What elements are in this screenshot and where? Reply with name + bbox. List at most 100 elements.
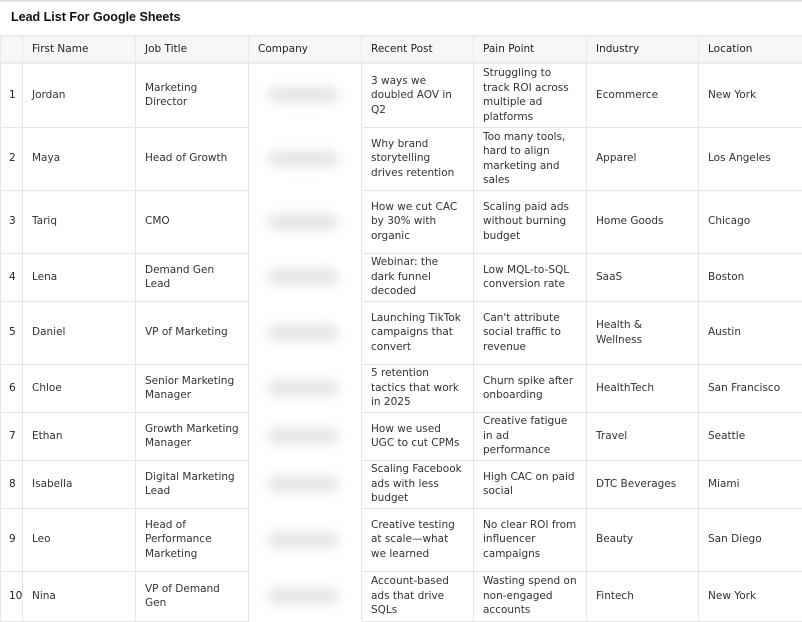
recent-post-cell[interactable]: Scaling Facebook ads with less budget [362, 460, 474, 508]
recent-post-cell[interactable]: Account-based ads that drive SQLs [362, 571, 474, 621]
industry-cell[interactable]: Home Goods [587, 190, 699, 253]
job-title-cell[interactable]: Growth Marketing Manager [136, 412, 249, 460]
industry-cell[interactable]: SaaS [587, 253, 699, 301]
first-name-cell[interactable]: Daniel [23, 301, 136, 364]
industry-cell[interactable]: Fintech [587, 571, 699, 621]
pain-point-cell[interactable]: No clear ROI from influencer campaigns [474, 508, 587, 571]
job-title-cell[interactable]: Demand Gen Lead [136, 253, 249, 301]
job-title-cell[interactable]: Marketing Director [136, 63, 249, 127]
header-first-name[interactable]: First Name [23, 36, 136, 63]
redacted-company-blur [268, 381, 338, 395]
location-cell[interactable]: New York [699, 571, 802, 621]
first-name-cell[interactable]: Maya [23, 127, 136, 190]
first-name-cell[interactable]: Tariq [23, 190, 136, 253]
pain-point-cell[interactable]: High CAC on paid social [474, 460, 587, 508]
industry-cell[interactable]: Apparel [587, 127, 699, 190]
recent-post-cell[interactable]: Webinar: the dark funnel decoded [362, 253, 474, 301]
header-company[interactable]: Company [249, 36, 362, 63]
first-name-cell[interactable]: Ethan [23, 412, 136, 460]
pain-point-cell[interactable]: Too many tools, hard to align marketing … [474, 127, 587, 190]
company-cell[interactable] [249, 190, 362, 253]
first-name-cell[interactable]: Lena [23, 253, 136, 301]
recent-post-cell[interactable]: Creative testing at scale—what we learne… [362, 508, 474, 571]
header-job-title[interactable]: Job Title [136, 36, 249, 63]
first-name-cell[interactable]: Leo [23, 508, 136, 571]
redacted-company-blur [268, 429, 338, 443]
row-number-cell[interactable]: 8 [1, 460, 23, 508]
row-number-cell[interactable]: 9 [1, 508, 23, 571]
header-pain-point[interactable]: Pain Point [474, 36, 587, 63]
recent-post-cell[interactable]: How we cut CAC by 30% with organic [362, 190, 474, 253]
pain-point-cell[interactable]: Wasting spend on non-engaged accounts [474, 571, 587, 621]
header-industry[interactable]: Industry [587, 36, 699, 63]
location-cell[interactable]: New York [699, 63, 802, 127]
company-cell[interactable] [249, 460, 362, 508]
recent-post-cell[interactable]: 3 ways we doubled AOV in Q2 [362, 63, 474, 127]
first-name-cell[interactable]: Nina [23, 571, 136, 621]
company-cell[interactable] [249, 364, 362, 412]
pain-point-cell[interactable]: Low MQL-to-SQL conversion rate [474, 253, 587, 301]
recent-post-cell[interactable]: 5 retention tactics that work in 2025 [362, 364, 474, 412]
industry-cell[interactable]: HealthTech [587, 364, 699, 412]
header-location[interactable]: Location [699, 36, 802, 63]
company-cell[interactable] [249, 412, 362, 460]
row-number-cell[interactable]: 6 [1, 364, 23, 412]
recent-post-cell[interactable]: How we used UGC to cut CPMs [362, 412, 474, 460]
job-title-cell[interactable]: VP of Demand Gen [136, 571, 249, 621]
company-cell[interactable] [249, 253, 362, 301]
job-title-cell[interactable]: Head of Growth [136, 127, 249, 190]
row-number-cell[interactable]: 1 [1, 63, 23, 127]
location-cell[interactable]: Boston [699, 253, 802, 301]
location-cell[interactable]: Seattle [699, 412, 802, 460]
industry-cell[interactable]: DTC Beverages [587, 460, 699, 508]
header-recent-post[interactable]: Recent Post [362, 36, 474, 63]
job-title-cell[interactable]: Head of Performance Marketing [136, 508, 249, 571]
location-cell[interactable]: San Francisco [699, 364, 802, 412]
first-name-cell[interactable]: Chloe [23, 364, 136, 412]
location-cell[interactable]: Chicago [699, 190, 802, 253]
job-title-cell[interactable]: VP of Marketing [136, 301, 249, 364]
recent-post-cell[interactable]: Launching TikTok campaigns that convert [362, 301, 474, 364]
location-cell[interactable]: San Diego [699, 508, 802, 571]
header-row: First Name Job Title Company Recent Post… [1, 36, 802, 63]
job-title-cell[interactable]: Digital Marketing Lead [136, 460, 249, 508]
pain-point-cell[interactable]: Can't attribute social traffic to revenu… [474, 301, 587, 364]
row-number-cell[interactable]: 5 [1, 301, 23, 364]
company-cell[interactable] [249, 127, 362, 190]
row-number-cell[interactable]: 2 [1, 127, 23, 190]
row-number-cell[interactable]: 10 [1, 571, 23, 621]
location-cell[interactable]: Los Angeles [699, 127, 802, 190]
pain-point-cell[interactable]: Creative fatigue in ad performance [474, 412, 587, 460]
recent-post-cell[interactable]: Why brand storytelling drives retention [362, 127, 474, 190]
industry-cell[interactable]: Health & Wellness [587, 301, 699, 364]
row-number-cell[interactable]: 4 [1, 253, 23, 301]
first-name-cell[interactable]: Isabella [23, 460, 136, 508]
industry-cell[interactable]: Beauty [587, 508, 699, 571]
company-cell[interactable] [249, 508, 362, 571]
pain-point-cell[interactable]: Churn spike after onboarding [474, 364, 587, 412]
location-cell[interactable]: Miami [699, 460, 802, 508]
company-cell[interactable] [249, 63, 362, 127]
header-row-number[interactable] [1, 36, 23, 63]
pain-point-cell[interactable]: Struggling to track ROI across multiple … [474, 63, 587, 127]
location-cell[interactable]: Austin [699, 301, 802, 364]
redacted-company-blur [268, 326, 338, 340]
job-title-cell[interactable]: CMO [136, 190, 249, 253]
pain-point-cell[interactable]: Scaling paid ads without burning budget [474, 190, 587, 253]
company-cell[interactable] [249, 571, 362, 621]
job-title-cell[interactable]: Senior Marketing Manager [136, 364, 249, 412]
company-cell[interactable] [249, 301, 362, 364]
first-name-cell[interactable]: Jordan [23, 63, 136, 127]
industry-cell[interactable]: Ecommerce [587, 63, 699, 127]
industry-cell[interactable]: Travel [587, 412, 699, 460]
row-number-cell[interactable]: 3 [1, 190, 23, 253]
redacted-company-blur [268, 477, 338, 491]
row-number-cell[interactable]: 7 [1, 412, 23, 460]
redacted-company-blur [268, 88, 338, 102]
